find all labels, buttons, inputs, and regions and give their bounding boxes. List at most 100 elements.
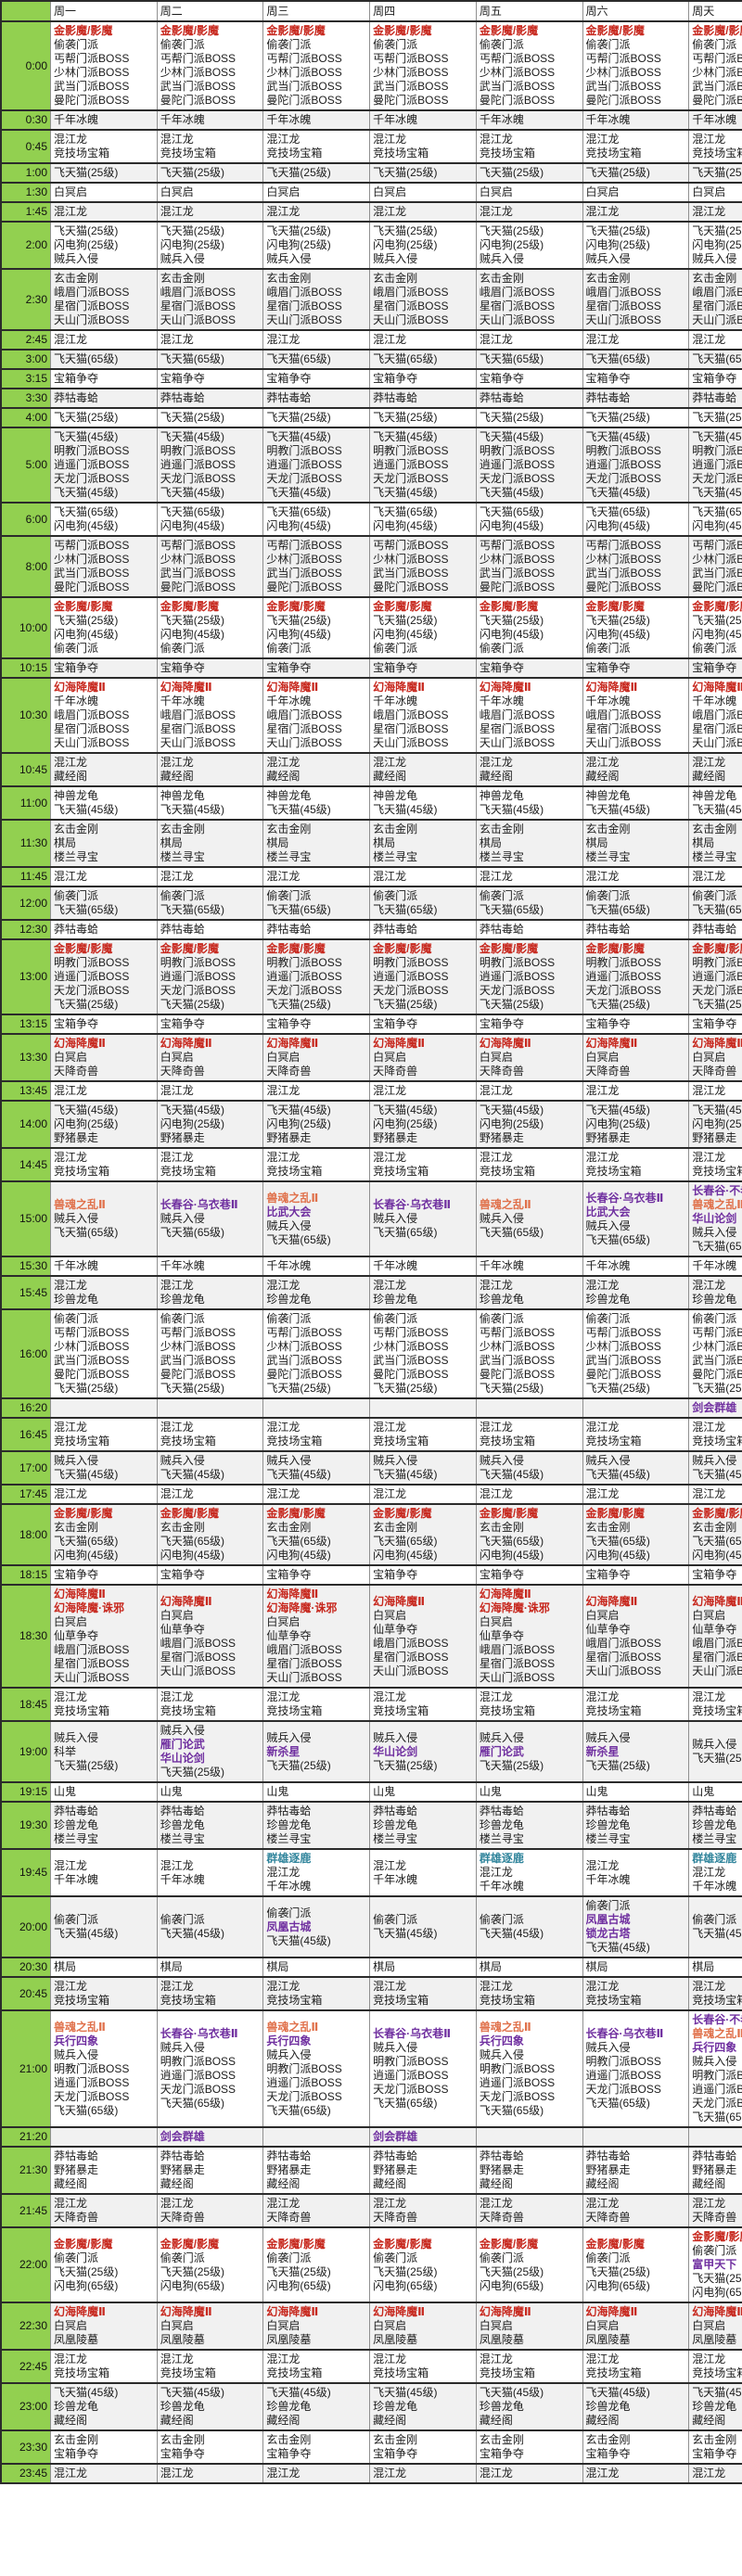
schedule-cell: 山鬼 [369,1781,477,1802]
event-label: 山鬼 [585,1785,608,1798]
event-label: 贼兵入侵 [585,1730,631,1744]
event-label: 星宿门派BOSS [479,1657,556,1670]
schedule-cell: 混江龙 天降奇兽 [688,2193,742,2227]
event-label: 飞天猫(45级) [266,1103,331,1116]
schedule-cell: 混江龙 天降奇兽 [156,2193,263,2227]
event-label: 飞天猫(65级) [54,2103,119,2117]
event-label: 竞技场宝箱 [585,1435,642,1447]
schedule-cell: 混江龙 [582,329,689,350]
event-label: 飞天猫(25级) [585,998,650,1011]
event-label: 闪电狗(45级) [160,1549,225,1562]
event-label: 明教门派BOSS [585,956,661,969]
schedule-cell: 宝箱争夺 [50,657,158,678]
event-label: 宝箱争夺 [585,372,631,385]
event-label: 天龙门派BOSS [160,472,237,485]
event-label-highlight: 长春谷·乌衣巷Ⅱ [373,2027,452,2040]
event-label: 飞天猫(65级) [373,505,438,518]
event-label: 玄击金刚 [266,272,312,285]
event-label: 宝箱争夺 [479,1017,524,1030]
event-label: 飞天猫(65级) [692,903,742,916]
event-label: 竞技场宝箱 [479,2366,535,2379]
event-label: 飞天猫(25级) [160,998,225,1011]
event-label: 千年冰魄 [160,113,205,126]
schedule-cell: 偷袭门派 凤凰古城 飞天猫(45级) [262,1895,370,1958]
event-label: 白冥启 [160,1608,194,1622]
schedule-cell: 混江龙 天降奇兽 [50,2193,158,2227]
event-label: 星宿门派BOSS [160,1650,237,1664]
event-label: 飞天猫(65级) [266,1232,331,1246]
event-label: 武当门派BOSS [373,1354,449,1367]
event-label-highlight: 金影魔/影魔 [160,2237,220,2251]
event-label: 天山门派BOSS [373,313,449,326]
event-label: 神兽龙龟 [585,789,631,802]
event-label: 明教门派BOSS [479,956,556,969]
event-label: 偷袭门派 [373,642,418,655]
event-label: 楼兰寻宝 [692,850,737,863]
event-label: 白冥启 [692,1608,726,1622]
schedule-cell: 混江龙 [688,201,742,222]
event-label: 千年冰魄 [266,695,312,708]
event-label: 混江龙 [54,133,88,146]
time-cell: 23:00 [0,2382,51,2430]
event-label-highlight: 金影魔/影魔 [692,1507,742,1520]
time-cell: 3:00 [0,349,51,369]
event-label-highlight: 金影魔/影魔 [585,1507,645,1520]
schedule-cell: 贼兵入侵 雁门论武 华山论剑 飞天猫(25级) [156,1720,263,1782]
event-label: 白冥启 [585,185,620,198]
schedule-cell: 棋局 [475,1957,583,1977]
schedule-cell: 混江龙竞技场宝箱 [369,1687,477,1721]
event-label: 玄击金刚 [54,1521,99,1534]
event-label: 飞天猫(25级) [373,411,438,424]
schedule-cell: 莽牯毒蛤 野猪暴走 藏经阁 [369,2146,477,2194]
schedule-cell: 偷袭门派飞天猫(45级) [156,1895,263,1958]
event-label: 飞天猫(25级) [692,166,742,179]
event-label: 珍兽龙龟 [479,1818,524,1831]
event-label: 飞天猫(65级) [266,903,331,916]
event-label: 峨眉门派BOSS [479,286,556,299]
event-label: 竞技场宝箱 [585,1994,642,2007]
time-cell: 14:00 [0,1100,51,1148]
schedule-cell: 幻海降魔Ⅱ 白冥启 天降奇兽 [156,1033,263,1081]
event-label-highlight: 长春谷·乌衣巷Ⅱ [373,1198,452,1211]
event-label-highlight: 幻海降魔Ⅱ [585,681,638,694]
event-label: 偷袭门派 [160,642,205,655]
schedule-cell: 宝箱争夺 [688,368,742,389]
schedule-cell: 金影魔/影魔玄击金刚飞天猫(65级)闪电狗(45级) [156,1503,263,1565]
event-label: 千年冰魄 [54,1872,99,1886]
event-label: 丐帮门派BOSS [54,539,130,552]
event-label: 天山门派BOSS [479,1671,556,1684]
event-label: 明教门派BOSS [160,2055,237,2068]
schedule-cell: 山鬼 [50,1781,158,1802]
schedule-cell: 混江龙 藏经阁 [50,752,158,786]
event-label: 少林门派BOSS [692,553,742,566]
event-label-highlight: 幻海降魔Ⅱ [692,681,742,694]
event-label: 玄击金刚 [54,823,99,835]
event-label: 少林门派BOSS [692,1340,742,1353]
event-label-highlight: 幻海降魔Ⅱ [266,681,319,694]
schedule-cell: 混江龙 千年冰魄 [50,1848,158,1896]
schedule-row-11:00: 11:00 神兽龙龟 飞天猫(45级) 神兽龙龟 飞天猫(45级) 神兽龙龟 飞天猫(45级… [0,785,742,820]
event-label: 白冥启 [160,1051,194,1064]
schedule-cell: 玄击金刚 棋局 楼兰寻宝 [50,819,158,867]
event-label: 山鬼 [479,1785,502,1798]
schedule-cell: 莽牯毒蛤 [475,919,583,939]
event-label: 千年冰魄 [692,1259,737,1272]
schedule-cell: 宝箱争夺 [582,657,689,678]
schedule-row-21:20: 21:20 剑会群雄 剑会群雄 [0,2126,742,2147]
event-label: 混江龙 [585,205,620,218]
event-label: 玄击金刚 [266,1521,312,1534]
schedule-cell: 兽魂之乱Ⅱ 兵行四象 贼兵入侵 明教门派BOSS 逍遥门派BOSS 天龙门派BOSS 飞天猫… [262,2009,370,2127]
schedule-cell: 混江龙 [50,201,158,222]
event-label: 贼兵入侵 [266,1454,312,1467]
event-label: 飞天猫(45级) [54,1103,119,1116]
event-label: 飞天猫(65级) [479,505,544,518]
event-label: 明教门派BOSS [160,956,237,969]
schedule-cell: 群雄逐鹿 混江龙 千年冰魄 [688,1848,742,1896]
event-label: 宝箱争夺 [373,2447,418,2460]
schedule-cell: 宝箱争夺 [156,657,263,678]
